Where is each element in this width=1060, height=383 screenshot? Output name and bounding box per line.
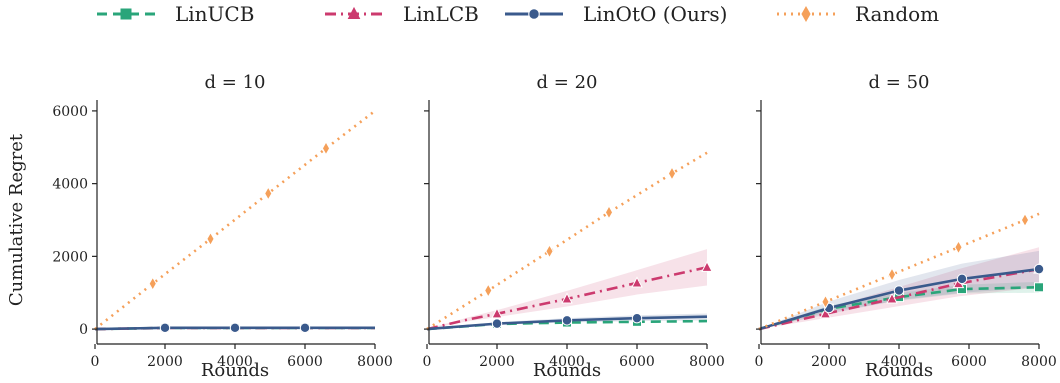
x-axis-label: Rounds — [865, 360, 933, 381]
data-point — [887, 267, 897, 282]
data-point — [264, 186, 273, 201]
x-tick-label: 4000 — [217, 354, 253, 370]
x-tick-label: 0 — [423, 354, 432, 370]
data-point — [819, 307, 832, 319]
x-tick-label: 6000 — [951, 354, 987, 370]
data-point — [159, 322, 171, 334]
data-point — [1034, 282, 1044, 293]
data-point — [954, 239, 963, 255]
y-tick-label: 0 — [79, 322, 88, 338]
data-point — [491, 318, 503, 329]
panel-d-50: d = 50 0 2000 4000 6000 8000 — [755, 72, 1057, 370]
x-tick-label: 2000 — [811, 354, 847, 370]
data-point — [956, 273, 968, 285]
data-point — [545, 243, 554, 259]
data-point — [701, 260, 713, 272]
data-point — [667, 166, 677, 181]
x-tick-label: 0 — [91, 354, 100, 370]
legend-marker — [347, 6, 361, 19]
panel-d-10: d = 10 0 2000 4000 6000 8000 0 2000 4000 6000 — [52, 72, 392, 370]
x-tick-label: 4000 — [549, 354, 585, 370]
series-line — [426, 319, 708, 331]
panel-title: d = 20 — [537, 72, 598, 93]
data-point — [821, 294, 830, 310]
data-point — [893, 285, 905, 296]
legend-marker — [528, 8, 540, 20]
data-point — [886, 292, 898, 304]
y-tick-label: 6000 — [52, 104, 88, 120]
data-point — [631, 276, 643, 288]
series-line — [758, 267, 1040, 331]
panel-title: d = 50 — [869, 72, 930, 93]
legend-label: Random — [855, 2, 939, 26]
y-axis-label: Cumulative Regret — [6, 133, 27, 306]
data-point — [299, 322, 311, 334]
confidence-band — [759, 281, 1039, 330]
x-tick-label: 6000 — [287, 354, 323, 370]
data-point — [631, 312, 643, 324]
data-point — [1020, 212, 1030, 228]
y-tick-label: 4000 — [52, 177, 88, 193]
data-point — [1033, 263, 1045, 275]
data-point — [229, 322, 241, 334]
data-point — [484, 283, 493, 298]
legend-label: LinLCB — [403, 2, 479, 26]
x-tick-label: 4000 — [881, 354, 917, 370]
x-axis-label: Rounds — [533, 360, 601, 381]
x-tick-label: 2000 — [147, 354, 183, 370]
data-point — [148, 276, 157, 291]
data-point — [561, 292, 573, 304]
legend: LinUCB LinLCB LinOtO (Ours) Random — [97, 2, 939, 26]
panel-title: d = 10 — [205, 72, 266, 93]
x-tick-label: 0 — [755, 354, 764, 370]
x-tick-label: 8000 — [1021, 354, 1057, 370]
legend-marker — [801, 5, 811, 23]
legend-label: LinOtO (Ours) — [583, 2, 727, 26]
x-axis-label: Rounds — [201, 360, 269, 381]
legend-marker — [120, 8, 132, 20]
data-point — [491, 307, 503, 319]
x-tick-label: 6000 — [619, 354, 655, 370]
legend-label: LinUCB — [175, 2, 254, 26]
y-tick-label: 2000 — [52, 249, 88, 265]
x-tick-label: 2000 — [479, 354, 515, 370]
data-point — [206, 231, 215, 247]
x-tick-label: 8000 — [357, 354, 393, 370]
confidence-band — [427, 249, 707, 330]
panel-d-20: d = 20 0 2000 4000 6000 8000 — [423, 72, 725, 370]
data-point — [561, 315, 573, 326]
x-tick-label: 8000 — [689, 354, 725, 370]
data-point — [321, 141, 331, 156]
series-line — [94, 109, 376, 331]
data-point — [604, 205, 614, 220]
